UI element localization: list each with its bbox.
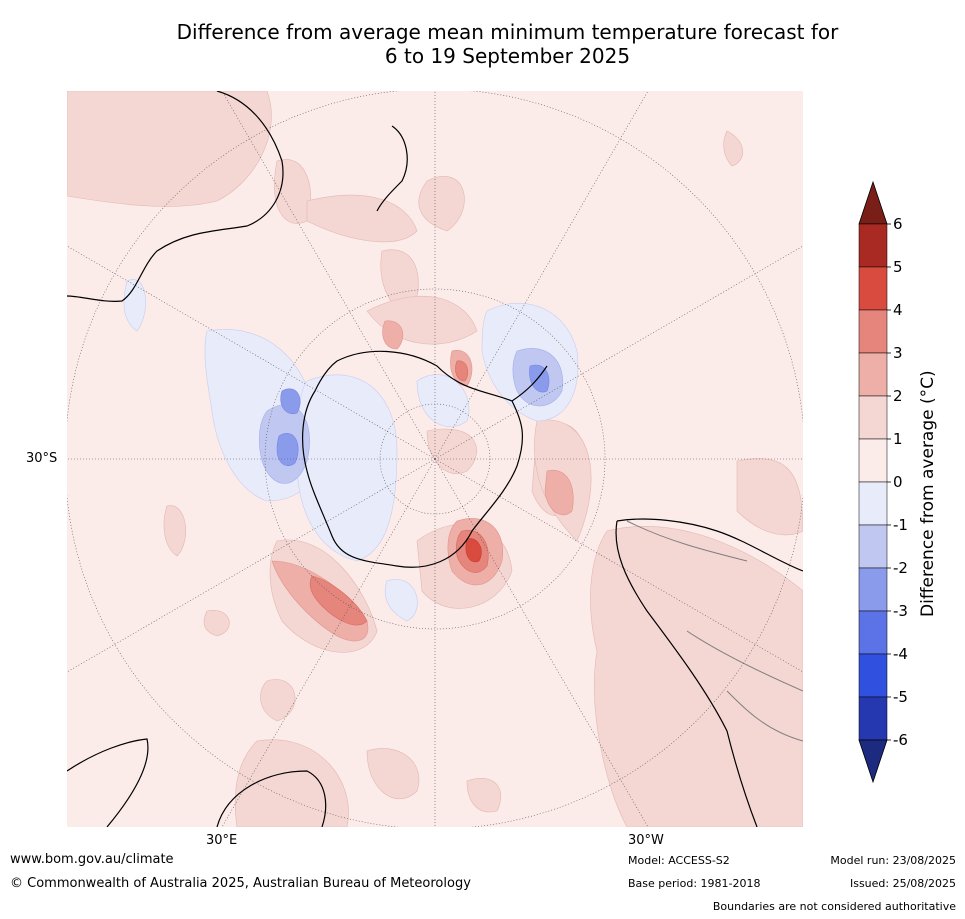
title-line-2: 6 to 19 September 2025 — [384, 44, 631, 68]
colorbar-tick-label: -4 — [893, 645, 908, 663]
colorbar-bin — [858, 395, 888, 440]
cool-anomaly-areas-stronger — [276, 364, 550, 466]
issued-date: Issued: 25/08/2025 — [849, 877, 956, 890]
colorbar-bin — [858, 481, 888, 526]
colorbar-bin — [858, 266, 888, 311]
colorbar-tick-label: 0 — [893, 473, 903, 491]
colorbar-ticks: 6 5 4 3 2 1 0 -1 -2 -3 -4 -5 -6 — [887, 215, 908, 749]
coastlines — [67, 91, 803, 827]
colorbar-bin — [858, 567, 888, 612]
colorbar-tick-label: 4 — [893, 301, 903, 319]
latitude-label-30s: 30°S — [26, 451, 58, 466]
colorbar-tick-label: -3 — [893, 602, 908, 620]
colorbar-bin — [858, 352, 888, 397]
map-title: Difference from average mean minimum tem… — [60, 20, 955, 68]
colorbar-over-arrow — [858, 180, 888, 225]
colorbar-bin — [858, 653, 888, 698]
colorbar-bin — [858, 223, 888, 268]
boundary-disclaimer: Boundaries are not considered authoritat… — [712, 900, 956, 913]
base-period: Base period: 1981-2018 — [628, 877, 761, 890]
forecast-map — [67, 91, 803, 827]
colorbar-tick-label: -6 — [893, 731, 908, 749]
colorbar-tick-label: 2 — [893, 387, 903, 405]
copyright-text: © Commonwealth of Australia 2025, Austra… — [10, 876, 471, 891]
country-boundaries — [626, 520, 803, 742]
colorbar-bin — [858, 524, 888, 569]
colorbar-under-arrow — [858, 739, 888, 784]
longitude-label-30w: 30°W — [628, 833, 664, 848]
colorbar-bin — [858, 309, 888, 354]
colorbar-tick-label: -2 — [893, 559, 908, 577]
longitude-label-30e: 30°E — [206, 833, 238, 848]
colorbar-tick-label: -5 — [893, 688, 908, 706]
colorbar-tick-label: 1 — [893, 430, 903, 448]
colorbar-tick-label: 6 — [893, 215, 903, 233]
title-line-1: Difference from average mean minimum tem… — [176, 20, 839, 44]
colorbar-title: Difference from average (°C) — [918, 370, 938, 617]
colorbar-bin — [858, 696, 888, 741]
warm-anomaly-areas-strongest — [465, 538, 482, 563]
colorbar-bins — [858, 223, 888, 741]
model-run-date: Model run: 23/08/2025 — [830, 854, 956, 867]
model-name: Model: ACCESS-S2 — [628, 854, 730, 867]
website-link[interactable]: www.bom.gov.au/climate — [10, 852, 174, 867]
colorbar-bin — [858, 438, 888, 483]
colorbar-tick-label: -1 — [893, 516, 908, 534]
colorbar-tick-label: 3 — [893, 344, 903, 362]
colorbar-tick-label: 5 — [893, 258, 903, 276]
colorbar-legend: 6 5 4 3 2 1 0 -1 -2 -3 -4 -5 -6 — [858, 180, 908, 784]
colorbar-bin — [858, 610, 888, 655]
graticule — [67, 91, 803, 827]
